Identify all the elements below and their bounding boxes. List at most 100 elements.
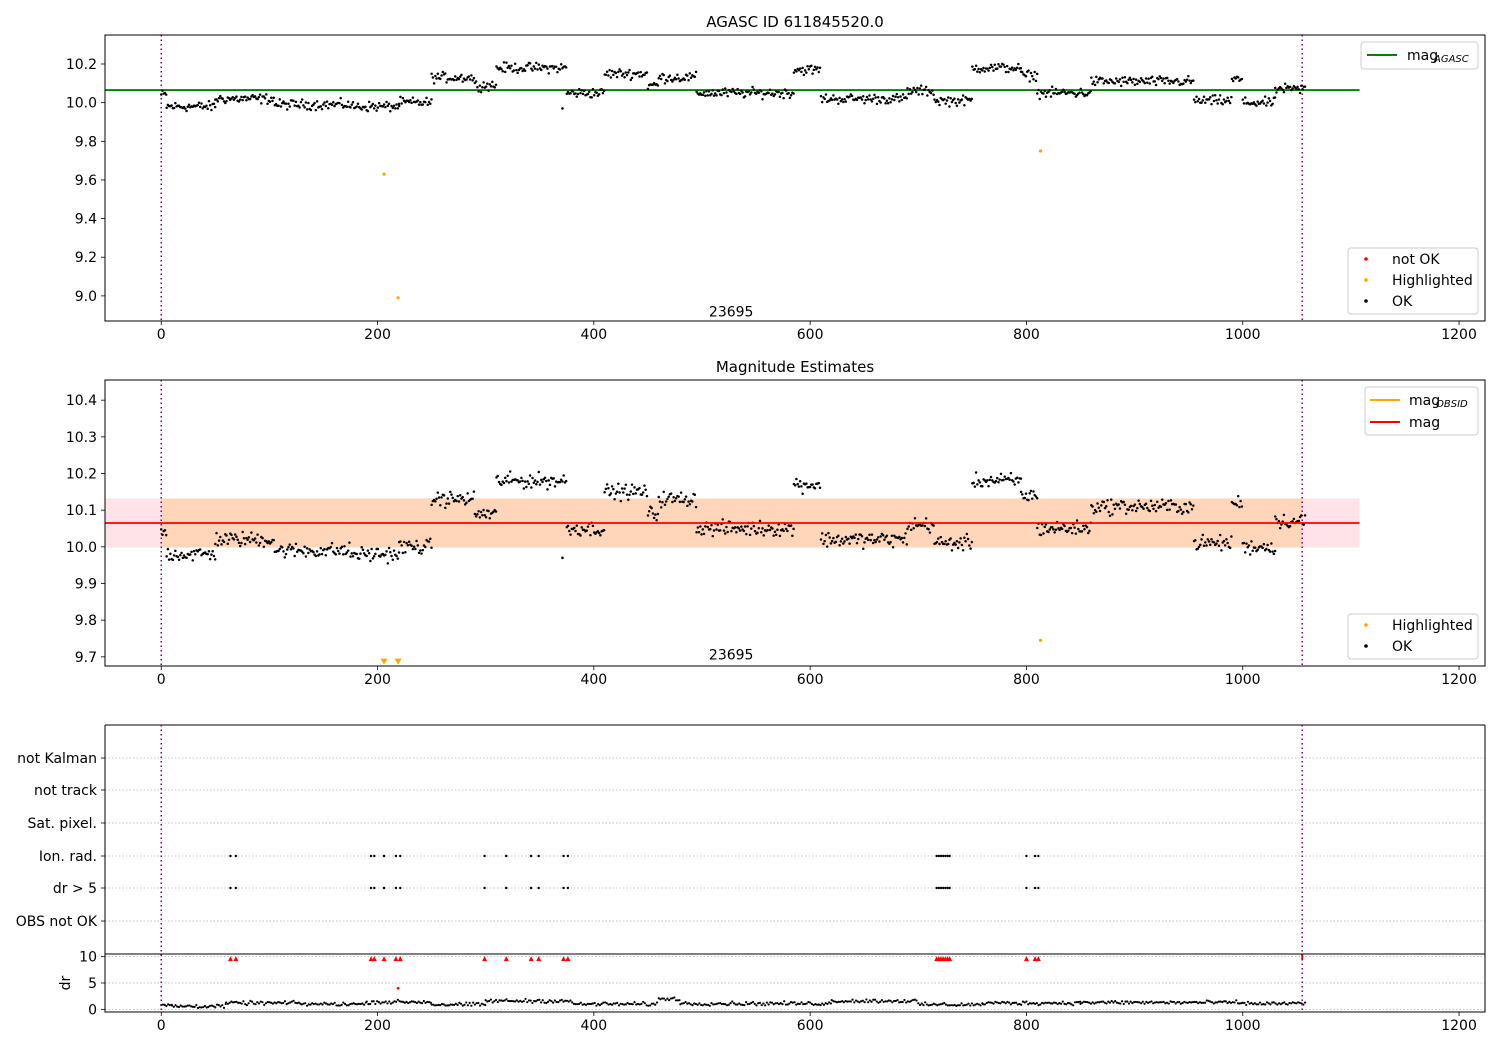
ok-point — [302, 551, 305, 555]
ok-point — [468, 78, 472, 81]
ok-point — [883, 97, 886, 100]
ok-point — [478, 516, 482, 519]
dr-point — [222, 1006, 226, 1009]
ok-point — [1138, 502, 1142, 506]
ok-point — [847, 537, 850, 541]
dr-point — [326, 1003, 329, 1006]
ok-point — [240, 95, 243, 99]
ok-point — [1147, 77, 1150, 80]
flag-point — [369, 886, 373, 890]
dr-point — [762, 1002, 765, 1005]
ok-point — [586, 92, 590, 96]
legend-label: OK — [1392, 639, 1413, 655]
flag-point — [1037, 886, 1040, 890]
dr-point — [280, 1002, 283, 1005]
y-tick-label: 10.0 — [66, 540, 97, 556]
ok-point — [213, 558, 217, 561]
flag-point — [1033, 854, 1037, 858]
highlighted-point — [382, 172, 386, 176]
ok-point — [946, 542, 950, 546]
dr-point — [202, 1005, 205, 1009]
dr-point — [231, 1001, 235, 1004]
dr-point — [1155, 1000, 1158, 1004]
dr-point — [600, 1002, 603, 1005]
ok-point — [473, 512, 477, 516]
dr-point — [1073, 1001, 1076, 1004]
dr-point — [527, 999, 531, 1002]
ok-point — [716, 523, 719, 527]
ok-point — [803, 69, 807, 72]
dr-point — [674, 999, 678, 1002]
ok-point — [1028, 80, 1031, 83]
ok-point — [335, 546, 339, 550]
ok-point — [710, 523, 713, 527]
ok-point — [395, 103, 398, 106]
ok-point — [1024, 492, 1028, 495]
dr-point — [992, 1002, 995, 1005]
ok-point — [1042, 92, 1045, 95]
x-tick-label: 200 — [364, 327, 391, 343]
dr-outlier-marker — [1032, 956, 1038, 962]
ok-point — [589, 533, 592, 537]
ok-point — [1096, 502, 1099, 505]
ok-point — [479, 510, 483, 514]
dr-point — [572, 1002, 576, 1005]
x-tick-label: 1000 — [1225, 327, 1261, 343]
ok-point — [323, 101, 326, 104]
ok-point — [1029, 489, 1033, 493]
ok-point — [271, 99, 274, 103]
ok-point — [478, 84, 482, 87]
dr-point — [1257, 1003, 1260, 1006]
ok-point — [1136, 506, 1139, 510]
dr-point — [689, 1003, 692, 1006]
ok-point — [730, 529, 733, 533]
flag-point — [382, 886, 386, 890]
dr-point — [388, 1000, 391, 1003]
ok-point — [1242, 102, 1246, 105]
dr-point — [400, 1000, 403, 1003]
dr-point — [628, 1002, 631, 1006]
ok-point — [1281, 88, 1284, 92]
x-tick-label: 800 — [1013, 1018, 1040, 1034]
ok-point — [597, 531, 601, 535]
ok-point — [969, 99, 972, 102]
dr-point — [470, 1004, 473, 1007]
ok-point — [319, 546, 323, 550]
ok-point — [868, 94, 871, 97]
dr-point — [207, 1005, 210, 1008]
dr-point — [335, 1004, 338, 1007]
ok-point — [811, 483, 814, 486]
ok-point — [927, 89, 930, 92]
dr-point — [1051, 1002, 1054, 1005]
ok-point — [176, 555, 180, 559]
dr-point — [750, 1001, 753, 1004]
ok-point — [1212, 99, 1216, 103]
ok-point — [1201, 533, 1205, 537]
dr-point — [1264, 1003, 1267, 1006]
legend-frame — [1360, 41, 1479, 70]
dr-point — [607, 1003, 610, 1006]
ok-point — [457, 77, 461, 81]
ok-point — [366, 109, 370, 113]
ok-point — [932, 93, 935, 97]
dr-point — [983, 1003, 987, 1006]
dr-point — [636, 1002, 640, 1006]
ok-point — [997, 62, 1000, 66]
ok-point — [267, 540, 271, 543]
dr-point — [719, 1002, 722, 1005]
dr-point — [724, 1003, 727, 1006]
ok-point — [961, 549, 965, 552]
dr-point — [1300, 1002, 1303, 1005]
ok-point — [789, 524, 793, 527]
dr-point — [1091, 1001, 1094, 1004]
dr-point — [790, 1000, 793, 1004]
dr-point — [717, 1002, 720, 1005]
ok-point — [554, 65, 558, 68]
dr-point — [950, 1004, 953, 1007]
flag-point — [1037, 854, 1040, 858]
ok-point — [287, 102, 290, 105]
ok-point — [412, 545, 416, 548]
dr-point — [289, 1001, 292, 1004]
dr-point — [655, 1001, 659, 1004]
dr-point — [186, 1004, 189, 1007]
